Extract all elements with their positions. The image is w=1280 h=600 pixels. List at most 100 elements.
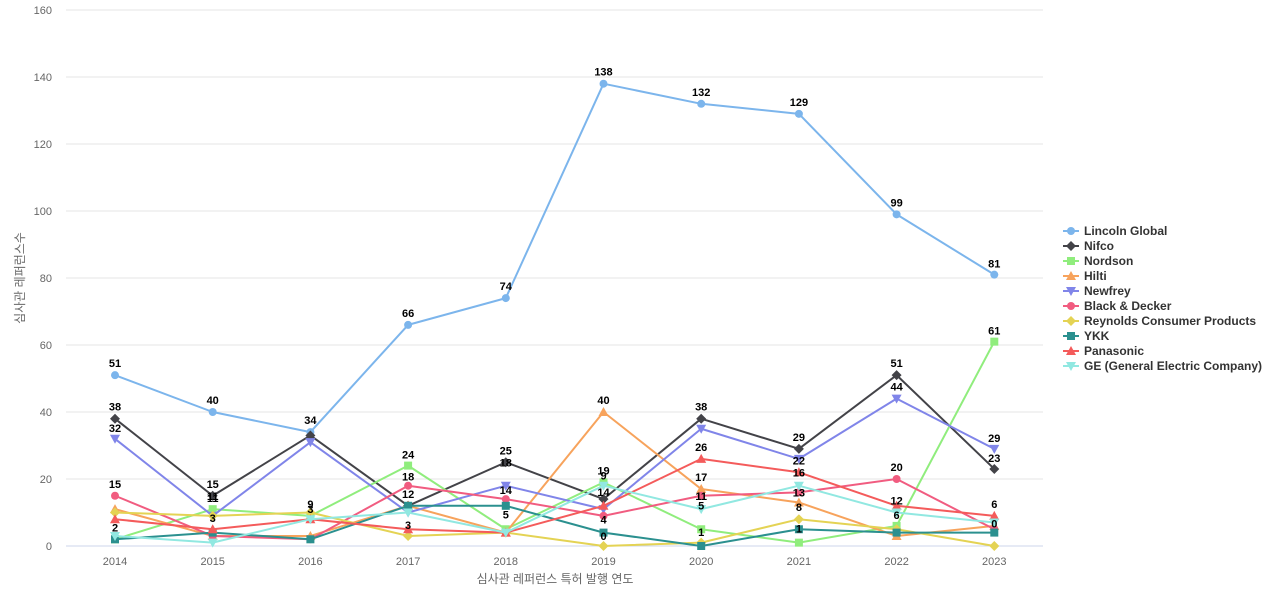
data-point [111, 371, 119, 380]
series-line [114, 511, 995, 547]
data-label: 6 [991, 499, 997, 511]
data-label: 40 [597, 395, 609, 407]
data-label: 40 [207, 395, 219, 407]
legend-label: Reynolds Consumer Products [1084, 314, 1256, 328]
data-point [793, 497, 804, 507]
data-label: 17 [695, 472, 707, 484]
data-point [501, 294, 510, 303]
data-label: 132 [692, 87, 710, 99]
x-tick-label: 2016 [298, 556, 322, 568]
data-label: 18 [500, 458, 512, 470]
series-line [114, 457, 995, 534]
data-point [599, 511, 608, 520]
data-point [598, 500, 609, 510]
data-point [697, 491, 706, 500]
data-label: 16 [793, 468, 805, 480]
legend-item[interactable]: Reynolds Consumer Products [1063, 314, 1256, 328]
data-point [696, 505, 707, 515]
y-tick-label: 20 [40, 474, 52, 486]
y-tick-label: 0 [46, 541, 52, 553]
data-point [598, 541, 609, 551]
data-label: 3 [405, 520, 411, 532]
data-label: 0 [991, 519, 997, 531]
data-point [794, 488, 803, 497]
x-tick-label: 2020 [689, 556, 713, 568]
data-label: 23 [988, 453, 1000, 465]
legend-item[interactable]: YKK [1063, 329, 1110, 343]
x-tick-label: 2015 [200, 556, 224, 568]
data-point [696, 484, 707, 494]
data-label: 14 [500, 485, 513, 497]
data-label: 0 [600, 531, 606, 543]
data-point [207, 538, 218, 548]
data-point [599, 79, 608, 88]
legend-label: Newfrey [1084, 284, 1131, 298]
data-point [891, 508, 902, 518]
x-tick-label: 2023 [982, 556, 1006, 568]
data-point [305, 507, 316, 518]
series-line [114, 374, 995, 507]
series-line [114, 341, 996, 544]
legend: Lincoln GlobalNifcoNordsonHiltiNewfreyBl… [1063, 224, 1262, 373]
data-label: 15 [109, 479, 121, 491]
data-label: 15 [207, 479, 219, 491]
data-point [793, 467, 804, 477]
legend-item[interactable]: Black & Decker [1063, 299, 1172, 313]
data-point [404, 320, 413, 329]
data-label: 11 [695, 491, 707, 503]
legend-item[interactable]: Newfrey [1063, 284, 1131, 298]
data-point [501, 501, 510, 510]
data-label: 5 [698, 500, 704, 512]
x-axis-title: 심사관 레퍼런스 특허 발행 연도 [477, 571, 634, 586]
data-point [990, 528, 999, 537]
data-point [403, 508, 414, 518]
data-point [892, 528, 901, 537]
data-label: 3 [210, 513, 216, 525]
data-label: 138 [594, 67, 612, 79]
data-label: 61 [988, 326, 1000, 338]
data-point [990, 270, 999, 279]
data-point [892, 475, 901, 483]
legend-symbol [1066, 271, 1076, 280]
series-1 [110, 370, 1000, 511]
legend-item[interactable]: GE (General Electric Company) [1063, 359, 1262, 373]
data-label: 19 [597, 465, 609, 477]
legend-symbol [1066, 362, 1076, 371]
legend-label: GE (General Electric Company) [1084, 359, 1262, 373]
y-axis-title: 심사관 레퍼런스수 [13, 232, 27, 324]
data-label: 74 [500, 281, 513, 293]
x-tick-label: 2017 [396, 556, 420, 568]
data-point [208, 505, 217, 514]
data-point [110, 531, 120, 541]
data-point [110, 514, 120, 524]
data-point [990, 337, 999, 346]
legend-item[interactable]: Nordson [1063, 254, 1133, 268]
legend-symbol [1067, 332, 1075, 340]
data-point [891, 394, 902, 404]
legend-label: Lincoln Global [1084, 224, 1167, 238]
data-label: 1 [698, 527, 704, 539]
data-label: 4 [600, 515, 607, 527]
data-label: 1 [796, 524, 802, 536]
y-tick-label: 120 [34, 139, 52, 151]
legend-item[interactable]: Nifco [1063, 239, 1114, 253]
legend-label: Nifco [1084, 239, 1114, 253]
data-point [110, 413, 120, 424]
data-point [599, 528, 608, 537]
data-point [305, 438, 316, 448]
legend-item[interactable]: Panasonic [1063, 344, 1144, 358]
data-label: 38 [109, 402, 121, 414]
y-tick-label: 100 [34, 206, 52, 218]
y-tick-label: 60 [40, 340, 52, 352]
data-point [696, 413, 707, 424]
legend-item[interactable]: Lincoln Global [1063, 224, 1167, 238]
data-point [500, 528, 511, 538]
data-label: 24 [402, 450, 415, 462]
data-label: 12 [402, 489, 414, 501]
legend-item[interactable]: Hilti [1063, 269, 1107, 283]
data-point [989, 463, 1000, 474]
x-tick-label: 2019 [591, 556, 615, 568]
data-label: 81 [988, 259, 1000, 271]
series-8 [110, 453, 1000, 537]
data-label: 44 [890, 382, 903, 394]
